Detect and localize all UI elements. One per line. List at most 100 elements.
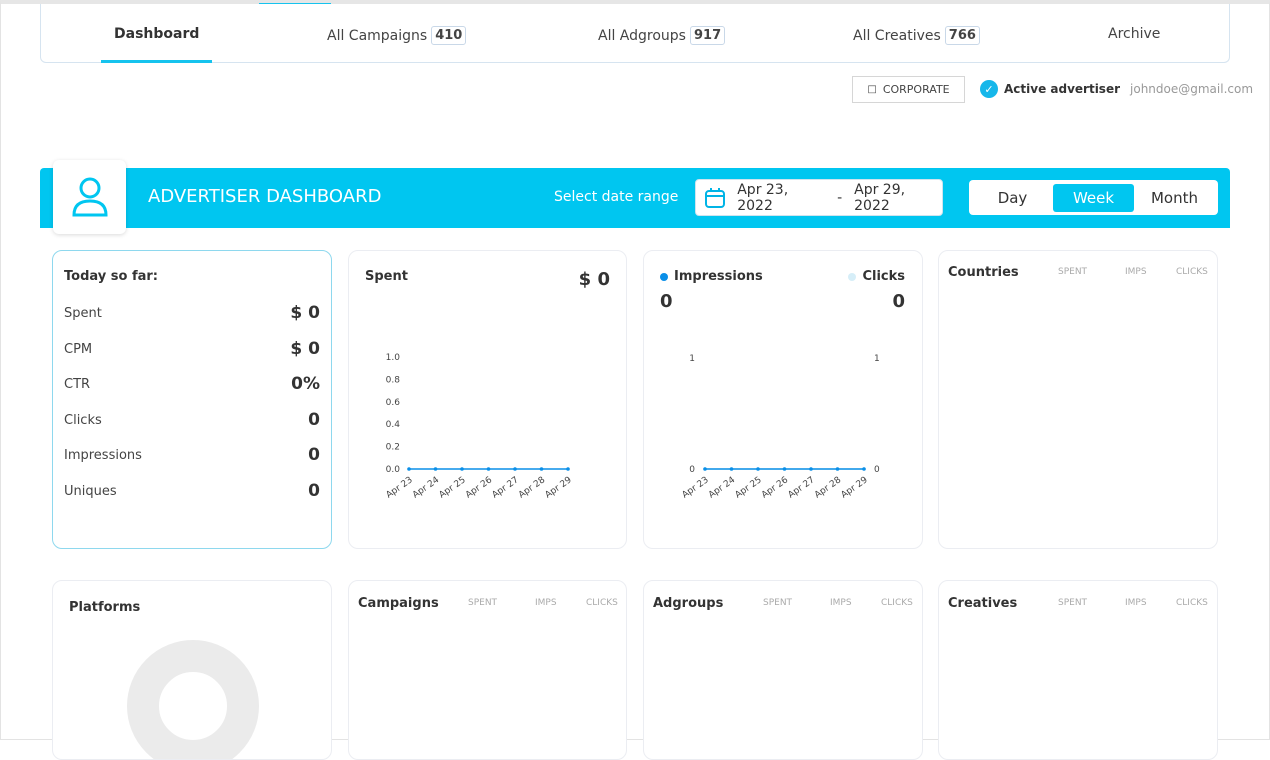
tab-label: All Creatives <box>853 27 941 44</box>
column-header-clicks[interactable]: CLICKS <box>881 598 913 608</box>
card-title: Adgroups <box>653 596 724 611</box>
date-range-picker[interactable]: Apr 23, 2022 - Apr 29, 2022 <box>695 179 943 216</box>
impressions-value: 0 <box>660 291 673 312</box>
card-title: Countries <box>948 265 1019 280</box>
tab-all-campaigns[interactable]: All Campaigns 410 <box>327 26 467 45</box>
avatar <box>53 160 126 234</box>
data-point <box>407 467 411 471</box>
data-point <box>486 467 491 471</box>
stat-row: CPM $ 0 <box>64 339 320 359</box>
x-tick-label: Apr 28 <box>813 475 843 500</box>
legend-label: Impressions <box>674 269 763 284</box>
x-tick-label: Apr 25 <box>438 475 468 500</box>
donut-ring <box>127 640 259 759</box>
y-right-tick-label: 0 <box>874 465 880 475</box>
x-tick-label: Apr 26 <box>760 475 790 500</box>
campaigns-card: Campaigns SPENT IMPS CLICKS <box>348 580 627 760</box>
column-header-clicks[interactable]: CLICKS <box>1176 598 1208 608</box>
card-title: Campaigns <box>358 596 439 611</box>
platforms-donut-chart <box>127 640 259 759</box>
data-point <box>809 467 813 471</box>
count-badge: 410 <box>431 26 467 45</box>
x-tick-label: Apr 24 <box>411 475 441 500</box>
spent-total: $ 0 <box>578 269 610 290</box>
stat-label: Impressions <box>64 447 142 463</box>
y-tick-label: 0.0 <box>386 465 401 475</box>
check-icon: ✓ <box>980 80 998 98</box>
x-tick-label: Apr 24 <box>707 475 737 500</box>
stat-label: CTR <box>64 376 91 392</box>
date-range-label: Select date range <box>554 189 679 205</box>
column-header-imps[interactable]: IMPS <box>535 598 557 608</box>
platforms-card: Platforms <box>52 580 332 760</box>
card-title: Creatives <box>948 596 1018 611</box>
stat-row: Clicks 0 <box>64 410 320 430</box>
top-nav: Dashboard All Campaigns 410 All Adgroups 9… <box>40 4 1230 63</box>
tab-label: Archive <box>1108 26 1161 42</box>
data-point <box>782 467 787 471</box>
stat-row: Spent $ 0 <box>64 303 320 323</box>
period-month-button[interactable]: Month <box>1150 188 1198 207</box>
adgroups-card: Adgroups SPENT IMPS CLICKS <box>643 580 923 760</box>
y-tick-label: 0.6 <box>386 398 401 408</box>
data-point <box>513 467 517 471</box>
x-tick-label: Apr 29 <box>840 475 870 500</box>
page-title: ADVERTISER DASHBOARD <box>148 186 382 207</box>
legend-label: Clicks <box>862 269 905 284</box>
period-day-button[interactable]: Day <box>997 188 1028 207</box>
y-tick-label: 0.4 <box>386 420 401 430</box>
column-header-imps[interactable]: IMPS <box>1125 598 1147 608</box>
today-card: Today so far: Spent $ 0 CPM $ 0 CTR 0% Clic… <box>52 250 332 549</box>
stat-value: 0 <box>308 481 320 501</box>
impressions-clicks-card: Impressions 0 Clicks 0 0 1 0 1 Apr 23 Apr 24 A… <box>643 250 923 549</box>
period-week-button[interactable]: Week <box>1053 183 1134 212</box>
card-title: Spent <box>365 269 408 284</box>
stat-row: Impressions 0 <box>64 445 320 465</box>
data-point <box>539 467 544 471</box>
clicks-legend: Clicks <box>848 269 905 284</box>
column-header-spent[interactable]: SPENT <box>1058 267 1088 277</box>
user-email: johndoe@gmail.com <box>1130 82 1254 96</box>
tab-archive[interactable]: Archive <box>1108 26 1160 42</box>
x-tick-label: Apr 23 <box>681 475 711 500</box>
clicks-value: 0 <box>892 291 905 312</box>
y-tick-label: 0.2 <box>386 443 400 453</box>
column-header-imps[interactable]: IMPS <box>1125 267 1147 277</box>
count-badge: 917 <box>689 26 726 45</box>
x-tick-label: Apr 23 <box>385 475 415 500</box>
calendar-icon <box>705 187 725 208</box>
spent-card: Spent $ 0 0.0 0.2 0.4 0.6 0.8 1.0 Apr 23 Apr 24… <box>348 250 627 549</box>
column-header-spent[interactable]: SPENT <box>468 598 498 608</box>
stat-value: 0 <box>308 410 320 430</box>
card-title: Today so far: <box>64 269 158 284</box>
column-header-spent[interactable]: SPENT <box>763 598 793 608</box>
impressions-legend: Impressions <box>660 269 763 284</box>
count-badge: 766 <box>944 26 980 45</box>
date-end: Apr 29, 2022 <box>854 181 906 214</box>
y-right-tick-label: 1 <box>874 354 880 364</box>
y-tick-label: 1.0 <box>386 353 401 363</box>
tab-all-adgroups[interactable]: All Adgroups 917 <box>598 26 726 45</box>
countries-card: Countries SPENT IMPS CLICKS <box>938 250 1218 549</box>
tab-label: All Campaigns <box>327 27 428 44</box>
card-title: Platforms <box>69 600 141 615</box>
column-header-clicks[interactable]: CLICKS <box>586 598 618 608</box>
status-label: Active advertiser <box>1004 82 1121 96</box>
stat-value: $ 0 <box>290 303 320 323</box>
tab-label: Dashboard <box>114 26 200 42</box>
y-tick-label: 0.8 <box>386 375 401 385</box>
tab-dashboard[interactable]: Dashboard <box>100 26 213 63</box>
data-point <box>566 467 570 471</box>
creatives-card: Creatives SPENT IMPS CLICKS <box>938 580 1218 760</box>
column-header-clicks[interactable]: CLICKS <box>1176 267 1208 277</box>
data-point <box>460 467 464 471</box>
column-header-spent[interactable]: SPENT <box>1058 598 1088 608</box>
column-header-imps[interactable]: IMPS <box>830 598 852 608</box>
corporate-button[interactable]: □ CORPORATE <box>852 76 965 103</box>
tab-all-creatives[interactable]: All Creatives 766 <box>853 26 980 45</box>
x-tick-label: Apr 25 <box>734 475 764 500</box>
data-point <box>433 467 438 471</box>
stat-value: $ 0 <box>290 339 320 359</box>
data-point <box>703 467 707 471</box>
